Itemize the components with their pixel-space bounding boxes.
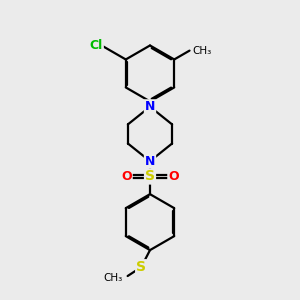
Text: CH₃: CH₃ [103,273,123,284]
Text: N: N [145,155,155,168]
Text: O: O [121,170,132,183]
Text: N: N [145,100,155,113]
Text: CH₃: CH₃ [192,46,211,56]
Text: S: S [145,169,155,184]
Text: Cl: Cl [90,39,103,52]
Text: O: O [168,170,179,183]
Text: S: S [136,260,146,274]
